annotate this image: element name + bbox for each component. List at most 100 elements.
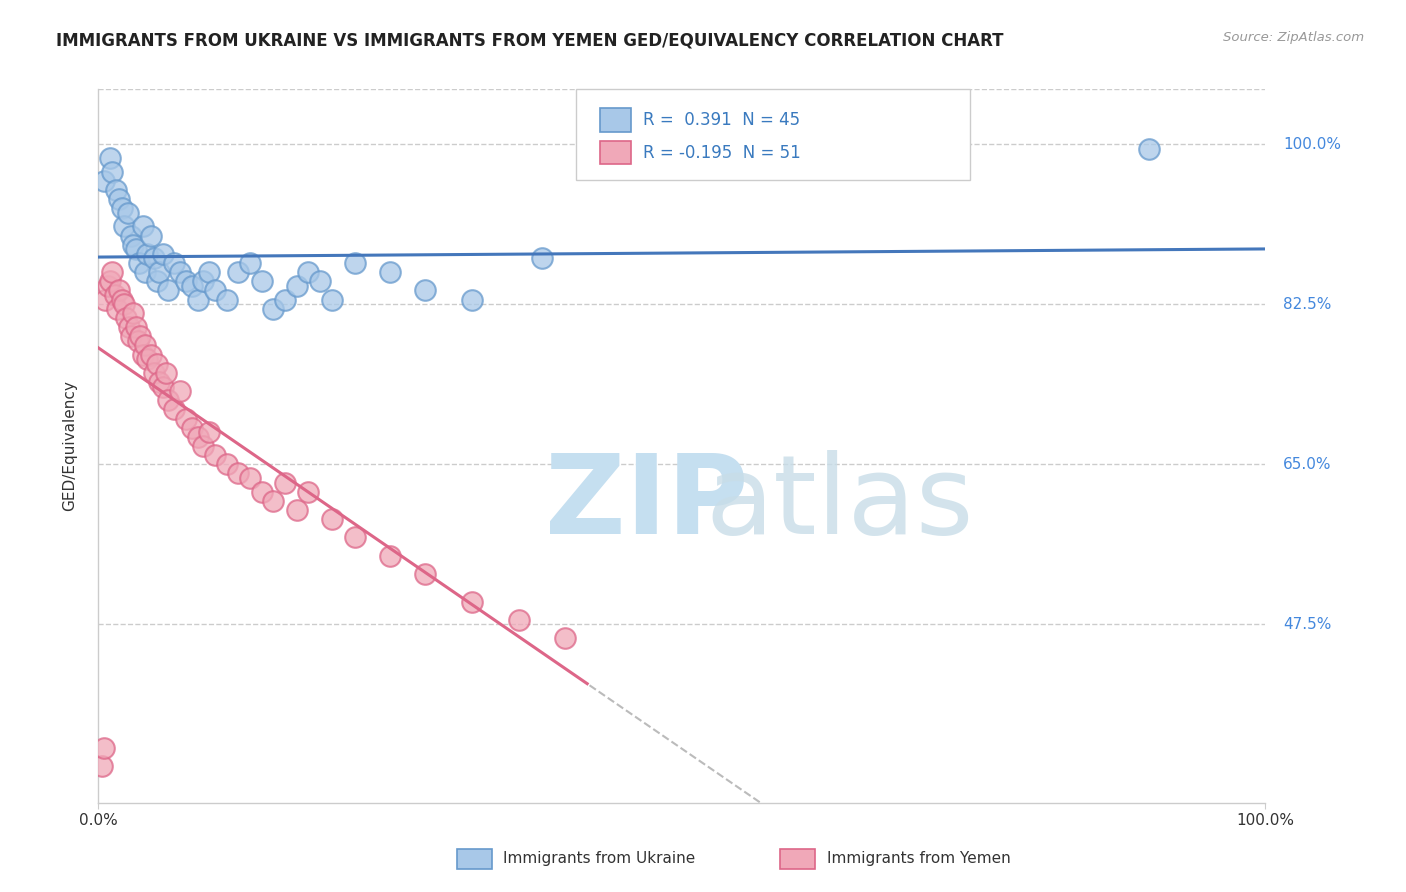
Point xyxy=(94,293,117,307)
Point xyxy=(285,279,308,293)
Point xyxy=(180,420,202,434)
Point xyxy=(157,284,180,298)
Point xyxy=(146,274,169,288)
Point xyxy=(380,265,402,279)
Point xyxy=(132,219,155,234)
Text: Source: ZipAtlas.com: Source: ZipAtlas.com xyxy=(1223,31,1364,45)
Text: 65.0%: 65.0% xyxy=(1282,457,1331,472)
Point xyxy=(554,631,576,645)
Point xyxy=(111,201,134,215)
Point xyxy=(274,475,297,490)
Point xyxy=(285,503,308,517)
Point xyxy=(134,338,156,352)
Point xyxy=(101,265,124,279)
Point xyxy=(101,164,124,178)
Point xyxy=(148,375,170,389)
Point xyxy=(215,458,238,472)
Point xyxy=(98,151,121,165)
Point xyxy=(204,448,226,462)
Text: R = -0.195  N = 51: R = -0.195 N = 51 xyxy=(643,144,800,161)
Point xyxy=(139,228,162,243)
Point xyxy=(174,411,197,425)
Point xyxy=(120,329,142,343)
Point xyxy=(93,174,115,188)
Point xyxy=(228,265,250,279)
Point xyxy=(97,279,120,293)
Point xyxy=(146,357,169,371)
Point xyxy=(239,256,262,270)
Point xyxy=(413,567,436,582)
Point xyxy=(461,594,484,608)
Point xyxy=(530,252,553,266)
Point xyxy=(112,297,135,311)
Point xyxy=(274,293,297,307)
Point xyxy=(129,329,152,343)
Point xyxy=(93,740,115,755)
Point xyxy=(309,274,332,288)
Text: 100.0%: 100.0% xyxy=(1282,136,1341,152)
Text: Immigrants from Yemen: Immigrants from Yemen xyxy=(827,851,1011,865)
Point xyxy=(111,293,134,307)
Point xyxy=(115,310,138,325)
Point xyxy=(198,425,221,440)
Point xyxy=(321,293,343,307)
Point xyxy=(139,347,162,361)
Point xyxy=(344,531,367,545)
Point xyxy=(297,484,319,499)
Point xyxy=(461,293,484,307)
Point xyxy=(262,494,284,508)
Point xyxy=(157,393,180,408)
Point xyxy=(104,183,127,197)
Point xyxy=(204,284,226,298)
Point xyxy=(163,256,186,270)
Point xyxy=(105,301,128,316)
Point xyxy=(112,219,135,234)
Point xyxy=(297,265,319,279)
Point xyxy=(228,467,250,481)
Point xyxy=(122,306,145,320)
Point xyxy=(215,293,238,307)
Point xyxy=(127,334,149,348)
Point xyxy=(134,265,156,279)
Text: R =  0.391  N = 45: R = 0.391 N = 45 xyxy=(643,111,800,129)
Point xyxy=(136,247,159,261)
Point xyxy=(155,366,177,380)
Point xyxy=(239,471,262,485)
Point xyxy=(250,484,273,499)
Point xyxy=(143,252,166,266)
Point xyxy=(143,366,166,380)
Point xyxy=(122,237,145,252)
Point xyxy=(321,512,343,526)
Text: atlas: atlas xyxy=(706,450,974,557)
Point xyxy=(169,384,191,398)
Point xyxy=(152,247,174,261)
Point xyxy=(193,439,215,453)
Point xyxy=(132,347,155,361)
Point xyxy=(187,430,209,444)
Text: IMMIGRANTS FROM UKRAINE VS IMMIGRANTS FROM YEMEN GED/EQUIVALENCY CORRELATION CHA: IMMIGRANTS FROM UKRAINE VS IMMIGRANTS FR… xyxy=(56,31,1004,49)
Point xyxy=(1137,142,1160,156)
Point xyxy=(117,205,139,219)
Point xyxy=(380,549,402,563)
Point xyxy=(180,279,202,293)
Point xyxy=(125,320,148,334)
Point xyxy=(125,242,148,256)
Point xyxy=(136,352,159,367)
Text: Immigrants from Ukraine: Immigrants from Ukraine xyxy=(503,851,696,865)
Point xyxy=(128,256,150,270)
Point xyxy=(250,274,273,288)
Y-axis label: GED/Equivalency: GED/Equivalency xyxy=(63,381,77,511)
Point xyxy=(193,274,215,288)
Point xyxy=(152,379,174,393)
Point xyxy=(108,192,131,206)
Point xyxy=(118,320,141,334)
Point xyxy=(169,265,191,279)
Point xyxy=(187,293,209,307)
Point xyxy=(98,274,121,288)
Text: 82.5%: 82.5% xyxy=(1282,297,1331,311)
Point xyxy=(198,265,221,279)
Point xyxy=(104,288,127,302)
Point xyxy=(90,759,112,773)
Point xyxy=(262,301,284,316)
Point xyxy=(413,284,436,298)
